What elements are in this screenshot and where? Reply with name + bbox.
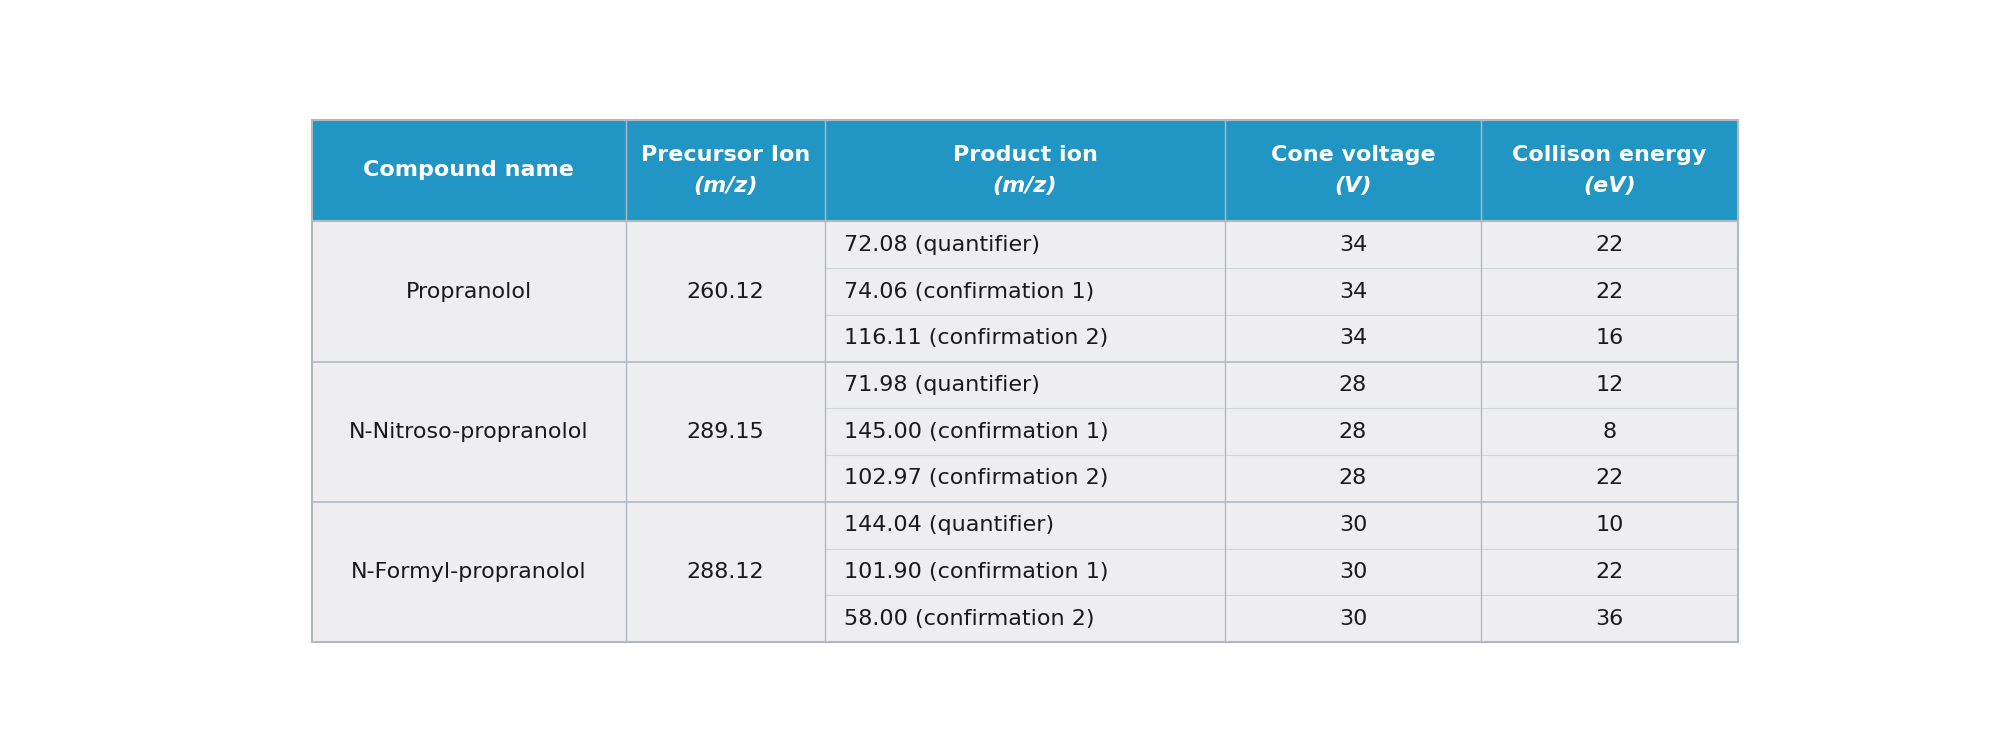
Text: Cone voltage: Cone voltage	[1270, 146, 1436, 165]
Bar	[626, 222, 826, 362]
Bar	[826, 120, 1224, 222]
Text: 34: 34	[1338, 234, 1368, 255]
Bar	[312, 222, 626, 362]
Bar	[312, 120, 1738, 642]
Text: 102.97 (confirmation 2): 102.97 (confirmation 2)	[844, 468, 1108, 489]
Text: N-Formyl-propranolol: N-Formyl-propranolol	[352, 562, 586, 582]
Text: 260.12: 260.12	[686, 281, 764, 302]
Bar	[1224, 362, 1482, 502]
Text: 30: 30	[1338, 608, 1368, 629]
Bar	[626, 502, 826, 642]
Text: (eV): (eV)	[1584, 176, 1636, 196]
Text: 22: 22	[1596, 281, 1624, 302]
Bar	[626, 120, 826, 222]
Text: 16: 16	[1596, 328, 1624, 348]
Text: (V): (V)	[1334, 176, 1372, 196]
Bar	[1482, 222, 1738, 362]
Bar	[626, 362, 826, 502]
Text: 288.12: 288.12	[686, 562, 764, 582]
Text: 22: 22	[1596, 234, 1624, 255]
Text: 12: 12	[1596, 375, 1624, 395]
Bar	[1224, 120, 1482, 222]
Text: 71.98 (quantifier): 71.98 (quantifier)	[844, 375, 1040, 395]
Text: Product ion: Product ion	[952, 146, 1098, 165]
Text: 34: 34	[1338, 281, 1368, 302]
Text: (m/z): (m/z)	[992, 176, 1058, 196]
Bar	[312, 120, 626, 222]
Bar	[1224, 222, 1482, 362]
Text: 74.06 (confirmation 1): 74.06 (confirmation 1)	[844, 281, 1094, 302]
Text: 34: 34	[1338, 328, 1368, 348]
Text: Compound name: Compound name	[364, 161, 574, 180]
Text: 22: 22	[1596, 562, 1624, 582]
Text: N-Nitroso-propranolol: N-Nitroso-propranolol	[350, 421, 588, 442]
Text: 101.90 (confirmation 1): 101.90 (confirmation 1)	[844, 562, 1108, 582]
Text: 28: 28	[1338, 468, 1368, 489]
Text: 145.00 (confirmation 1): 145.00 (confirmation 1)	[844, 421, 1108, 442]
Bar	[826, 502, 1224, 642]
Bar	[826, 362, 1224, 502]
Text: 30: 30	[1338, 562, 1368, 582]
Text: Propranolol: Propranolol	[406, 281, 532, 302]
Text: 72.08 (quantifier): 72.08 (quantifier)	[844, 234, 1040, 255]
Bar	[1482, 362, 1738, 502]
Bar	[312, 502, 626, 642]
Text: 8: 8	[1602, 421, 1616, 442]
Bar	[1224, 502, 1482, 642]
Text: (m/z): (m/z)	[694, 176, 758, 196]
Text: Collison energy: Collison energy	[1512, 146, 1706, 165]
Text: 144.04 (quantifier): 144.04 (quantifier)	[844, 515, 1054, 535]
Text: 22: 22	[1596, 468, 1624, 489]
Text: 58.00 (confirmation 2): 58.00 (confirmation 2)	[844, 608, 1094, 629]
Bar	[1482, 120, 1738, 222]
Bar	[826, 222, 1224, 362]
Text: 30: 30	[1338, 515, 1368, 535]
Text: 10: 10	[1596, 515, 1624, 535]
Bar	[1482, 502, 1738, 642]
Text: 36: 36	[1596, 608, 1624, 629]
Bar	[312, 362, 626, 502]
Text: 28: 28	[1338, 421, 1368, 442]
Text: 28: 28	[1338, 375, 1368, 395]
Text: 116.11 (confirmation 2): 116.11 (confirmation 2)	[844, 328, 1108, 348]
Text: Precursor Ion: Precursor Ion	[640, 146, 810, 165]
Text: 289.15: 289.15	[686, 421, 764, 442]
